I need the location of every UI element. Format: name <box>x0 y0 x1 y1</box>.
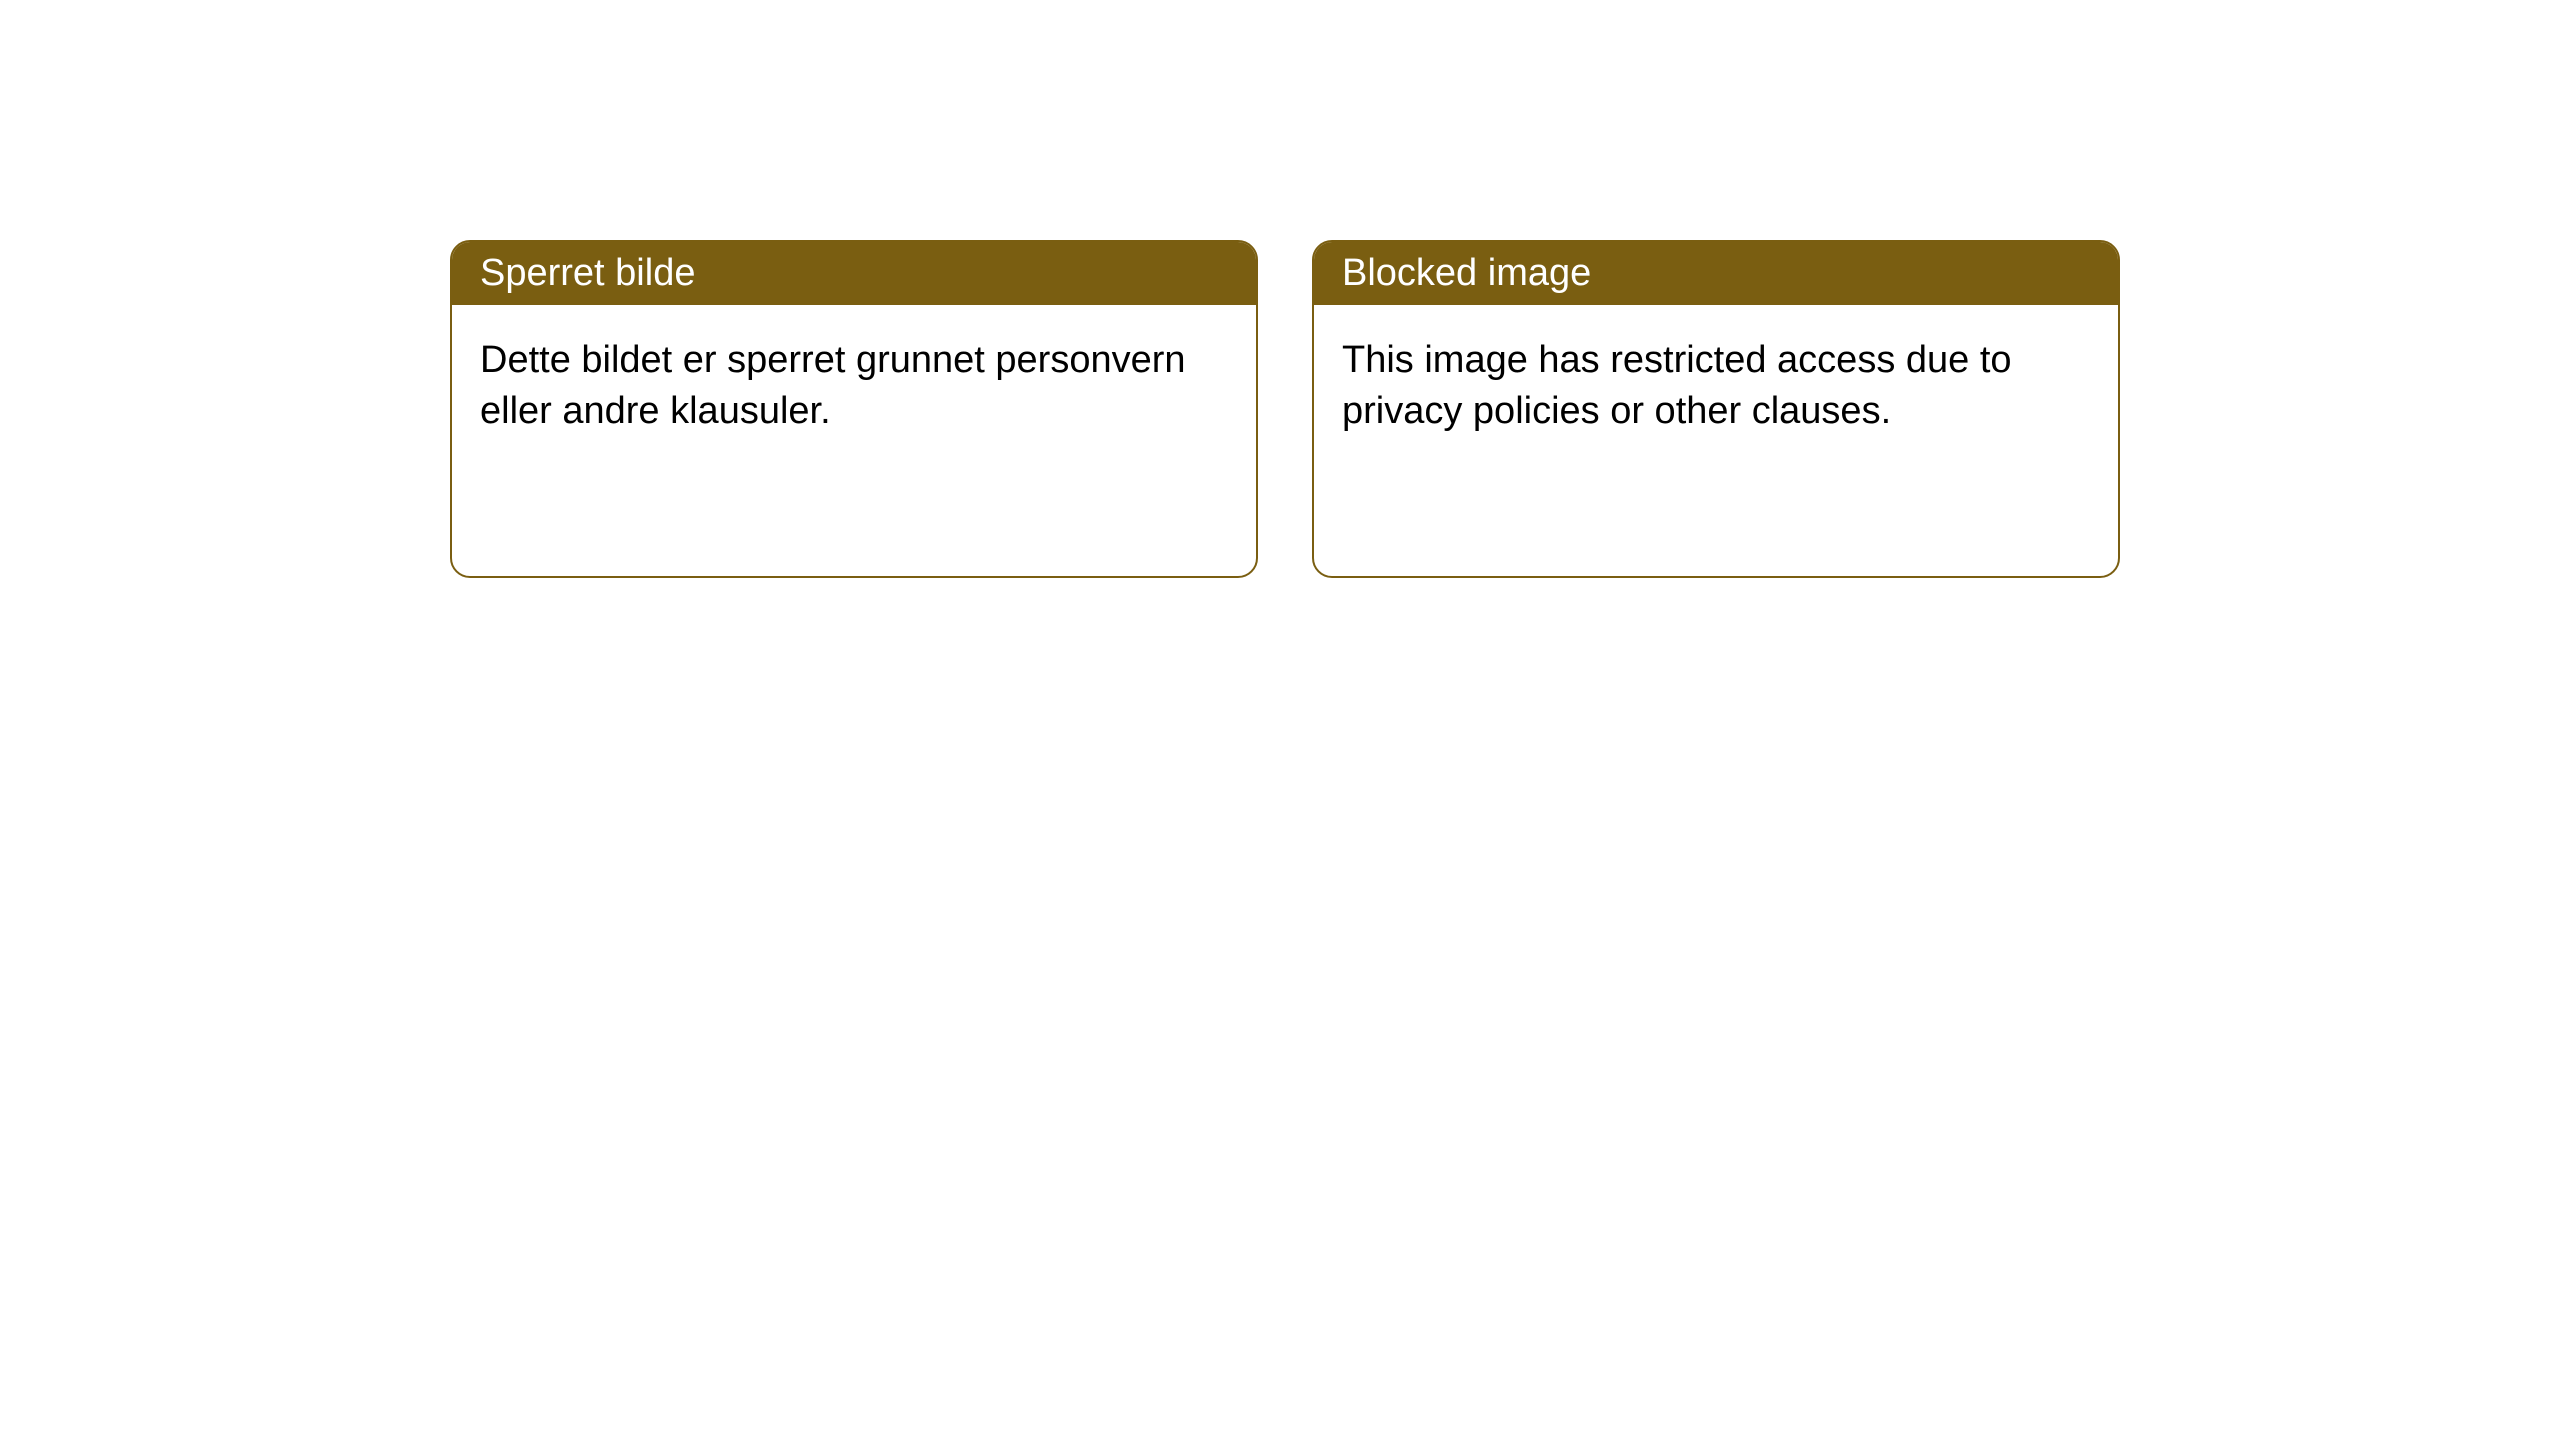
notice-card-norwegian: Sperret bilde Dette bildet er sperret gr… <box>450 240 1258 578</box>
card-body: Dette bildet er sperret grunnet personve… <box>452 305 1256 468</box>
notice-card-english: Blocked image This image has restricted … <box>1312 240 2120 578</box>
card-body: This image has restricted access due to … <box>1314 305 2118 468</box>
card-title: Sperret bilde <box>480 252 695 294</box>
card-header: Blocked image <box>1314 242 2118 305</box>
card-header: Sperret bilde <box>452 242 1256 305</box>
card-title: Blocked image <box>1342 252 1591 294</box>
card-body-text: This image has restricted access due to … <box>1342 339 2012 432</box>
notice-card-container: Sperret bilde Dette bildet er sperret gr… <box>450 240 2120 578</box>
card-body-text: Dette bildet er sperret grunnet personve… <box>480 339 1186 432</box>
